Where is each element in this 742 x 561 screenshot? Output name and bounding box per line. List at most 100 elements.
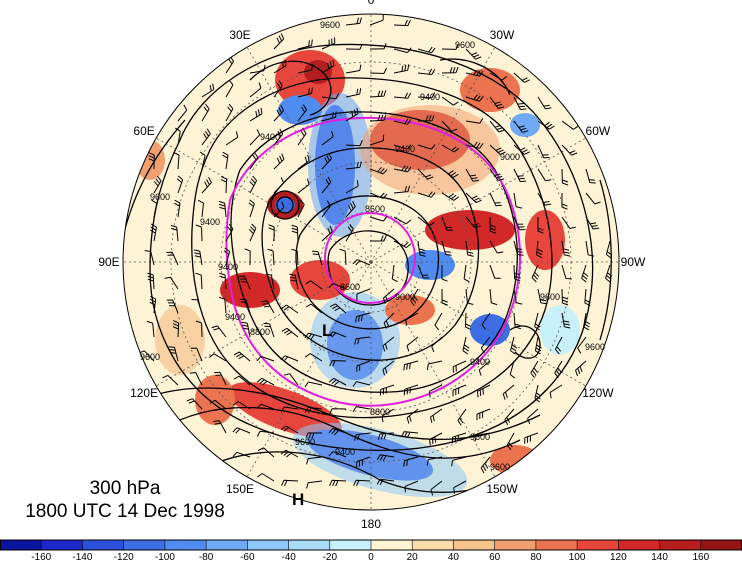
wind-barb (249, 82, 262, 98)
wind-barb (304, 406, 323, 414)
wind-barb (218, 200, 227, 218)
wind-barb (527, 408, 539, 425)
contour-label: 9400 (470, 357, 490, 367)
wind-barb (400, 431, 419, 438)
wind-barb (513, 168, 527, 183)
wind-barb (441, 66, 459, 74)
wind-barb (195, 320, 203, 338)
wind-barb (554, 360, 563, 378)
wind-barb (393, 118, 412, 125)
meridian-line (246, 47, 372, 263)
wind-barb (513, 120, 529, 133)
wind-barb (585, 192, 601, 205)
wind-barb (489, 192, 502, 207)
wind-barb (489, 240, 504, 254)
wind-barb (393, 144, 412, 150)
wind-barb (393, 216, 412, 225)
contour-label: 9400 (218, 262, 238, 272)
magenta-contour-line (225, 116, 521, 407)
wind-barb (321, 153, 332, 170)
wind-barb (465, 192, 482, 204)
wind-barb (291, 224, 299, 242)
wind-barb (509, 360, 516, 379)
wind-barb (417, 216, 435, 227)
wind-barb (549, 384, 563, 399)
contour-label: 9400 (420, 92, 440, 102)
wind-barb (434, 312, 443, 331)
contour-label: 8600 (365, 204, 385, 214)
shade-blue (278, 95, 322, 125)
colorbar-tick-label: 0 (368, 552, 374, 561)
shade-blue (510, 113, 540, 137)
wind-barb (561, 144, 578, 156)
wind-barb (561, 240, 571, 257)
wind-barb (321, 130, 334, 146)
colorbar-bin (164, 540, 207, 550)
wind-barb (464, 312, 472, 330)
wind-barb (174, 127, 181, 146)
wind-barb (369, 114, 387, 122)
colorbar-tick-label: -160 (31, 552, 51, 561)
wind-barb (297, 87, 313, 98)
wind-barb (225, 103, 234, 122)
lon-label-60w: 60W (586, 124, 611, 138)
wind-barb (345, 180, 359, 194)
wind-barb (232, 451, 251, 458)
wind-barb (153, 175, 162, 194)
wind-barb (257, 447, 275, 458)
wind-barb (297, 104, 307, 122)
shade-blue (470, 314, 510, 346)
colorbar: -160 -140 -120 -100 -80 -60 -40 -20 0 20 40 60 80 100… (0, 539, 742, 561)
colorbar-bin (453, 540, 496, 550)
contour-label: 9600 (140, 352, 160, 362)
wind-barb (481, 312, 491, 330)
colorbar-bin (494, 540, 537, 550)
contour-label: 9000 (500, 152, 520, 162)
wind-barb (478, 360, 491, 376)
wind-barb (146, 320, 155, 338)
wind-barb (190, 347, 203, 362)
wind-barb (356, 288, 371, 300)
wind-barb (465, 141, 484, 149)
wind-barb (281, 304, 299, 314)
wind-barb (369, 90, 387, 98)
wind-barb (489, 120, 505, 133)
wind-barb (462, 336, 470, 355)
wind-barb (352, 381, 371, 387)
wind-barb (186, 398, 203, 410)
wind-barb (429, 432, 443, 446)
wind-barb (513, 96, 527, 110)
wind-barb (239, 298, 251, 314)
wind-barb (369, 67, 387, 74)
colorbar-bin (288, 540, 331, 550)
wind-barb (465, 168, 479, 182)
wind-barb (403, 456, 419, 467)
wind-barb (502, 384, 515, 400)
wind-barb (305, 280, 323, 290)
wind-barb (489, 72, 508, 81)
wind-barb (410, 288, 419, 307)
wind-barb (151, 199, 158, 218)
wind-barb (297, 128, 307, 146)
wind-barb (164, 276, 179, 290)
wind-barb (297, 199, 305, 218)
wind-barb (405, 312, 419, 326)
colorbar-bin (41, 540, 83, 550)
wind-barb (377, 432, 395, 440)
wind-barb (345, 161, 362, 170)
wind-barb (575, 360, 587, 377)
contour-label: 9600 (150, 192, 170, 202)
wind-barb (489, 96, 505, 109)
wind-barb (352, 259, 371, 266)
wind-barb (524, 432, 539, 444)
wind-barb (584, 288, 591, 307)
wind-barb (561, 216, 576, 229)
wind-barb (513, 240, 524, 256)
wind-barb (391, 264, 398, 283)
wind-barb (249, 129, 261, 146)
shade-red (525, 210, 565, 270)
lon-label-30e: 30E (229, 28, 250, 42)
longitude-labels: 0 30W 60W 90W 120W 150W 180 150E 120E 90… (98, 0, 646, 531)
colorbar-tick-label: 60 (489, 552, 501, 561)
wind-barb (225, 131, 239, 146)
